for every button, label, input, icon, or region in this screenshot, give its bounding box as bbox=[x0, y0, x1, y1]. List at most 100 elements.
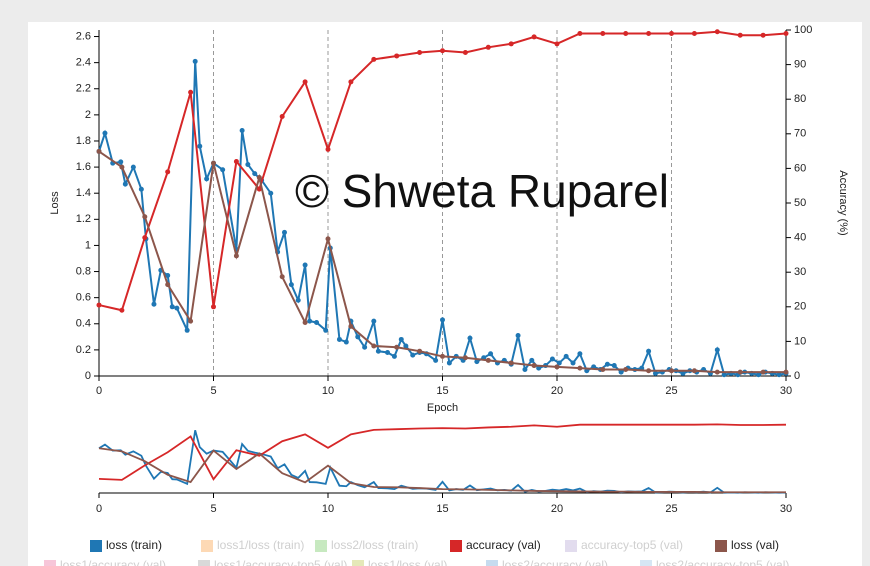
point bbox=[371, 343, 377, 349]
legend-label: accuracy (val) bbox=[466, 538, 541, 552]
point bbox=[531, 363, 537, 369]
point bbox=[618, 369, 624, 375]
y-tick-label: 1 bbox=[85, 239, 91, 251]
legend-label: loss1/accuracy (val) bbox=[60, 558, 166, 566]
point bbox=[165, 272, 171, 278]
legend-label: loss1/loss (val) bbox=[368, 558, 447, 566]
overview-x-tick-label: 25 bbox=[665, 503, 677, 515]
point bbox=[252, 171, 258, 177]
legend-swatch bbox=[201, 540, 213, 552]
y2-tick-label: 50 bbox=[794, 197, 806, 209]
point bbox=[188, 318, 194, 324]
point bbox=[184, 327, 190, 333]
point bbox=[623, 366, 629, 372]
point bbox=[646, 348, 652, 354]
point bbox=[446, 360, 452, 366]
point bbox=[279, 114, 285, 119]
y-tick-label: 1.8 bbox=[76, 135, 91, 147]
point bbox=[783, 369, 789, 375]
x-tick-label: 10 bbox=[322, 385, 334, 397]
legend-label: loss1/accuracy-top5 (val) bbox=[214, 558, 347, 566]
point bbox=[204, 176, 210, 182]
legend-label: accuracy-top5 (val) bbox=[581, 538, 683, 552]
point bbox=[554, 364, 560, 370]
legend-label: loss2/accuracy (val) bbox=[502, 558, 608, 566]
legend-swatch bbox=[352, 560, 364, 566]
overview-x-tick-label: 0 bbox=[96, 503, 102, 515]
point bbox=[288, 282, 294, 288]
point bbox=[220, 167, 226, 173]
point bbox=[142, 235, 148, 241]
point bbox=[174, 305, 180, 311]
point bbox=[488, 351, 494, 357]
y2-tick-label: 80 bbox=[794, 93, 806, 105]
point bbox=[314, 319, 320, 325]
point bbox=[119, 307, 125, 313]
point bbox=[410, 352, 416, 358]
legend-label: loss (train) bbox=[106, 538, 162, 552]
legend-label: loss (val) bbox=[731, 538, 779, 552]
point bbox=[385, 349, 391, 355]
point bbox=[652, 370, 658, 376]
x-tick-label: 5 bbox=[210, 385, 216, 397]
y2-tick-label: 30 bbox=[794, 266, 806, 278]
legend-label: loss1/loss (train) bbox=[217, 538, 304, 552]
point bbox=[760, 32, 766, 38]
point bbox=[371, 56, 377, 62]
point bbox=[691, 30, 697, 36]
point bbox=[192, 58, 198, 64]
point bbox=[549, 356, 555, 362]
y-tick-label: 2.6 bbox=[76, 30, 91, 42]
point bbox=[433, 357, 439, 363]
point bbox=[531, 34, 537, 40]
point bbox=[485, 44, 491, 50]
point bbox=[233, 253, 239, 259]
overview-line bbox=[98, 447, 786, 494]
point bbox=[281, 229, 287, 235]
point bbox=[188, 89, 194, 95]
point bbox=[737, 369, 743, 375]
point bbox=[138, 186, 144, 192]
point bbox=[302, 319, 308, 325]
point bbox=[714, 369, 720, 375]
point bbox=[394, 344, 400, 350]
point bbox=[474, 359, 480, 365]
point bbox=[714, 29, 720, 35]
point bbox=[440, 317, 445, 323]
point bbox=[646, 368, 652, 374]
point bbox=[268, 190, 274, 196]
y-tick-label: 1.2 bbox=[76, 213, 91, 225]
point bbox=[279, 274, 285, 280]
y2-tick-label: 40 bbox=[794, 232, 806, 244]
point bbox=[302, 262, 308, 268]
y-tick-label: 0.2 bbox=[76, 344, 91, 356]
point bbox=[394, 53, 400, 59]
point bbox=[417, 49, 423, 55]
point bbox=[417, 348, 423, 354]
overview-x-tick-label: 10 bbox=[322, 503, 334, 515]
point bbox=[325, 236, 331, 242]
point bbox=[325, 146, 331, 152]
point bbox=[669, 368, 674, 374]
point bbox=[343, 339, 349, 345]
point bbox=[245, 161, 251, 167]
point bbox=[529, 357, 535, 363]
point bbox=[295, 297, 301, 303]
point bbox=[691, 368, 697, 374]
point bbox=[783, 30, 789, 36]
y-axis-label: Loss bbox=[49, 191, 61, 215]
point bbox=[714, 347, 720, 353]
legend-swatch bbox=[640, 560, 652, 566]
point bbox=[680, 370, 686, 376]
legend-swatch bbox=[486, 560, 498, 566]
point bbox=[721, 372, 727, 378]
point bbox=[169, 304, 175, 310]
point bbox=[756, 372, 762, 378]
x-tick-label: 25 bbox=[665, 385, 677, 397]
point bbox=[508, 41, 514, 47]
point bbox=[165, 169, 171, 175]
point bbox=[646, 30, 652, 36]
y2-axis-label: Accuracy (%) bbox=[837, 170, 849, 235]
